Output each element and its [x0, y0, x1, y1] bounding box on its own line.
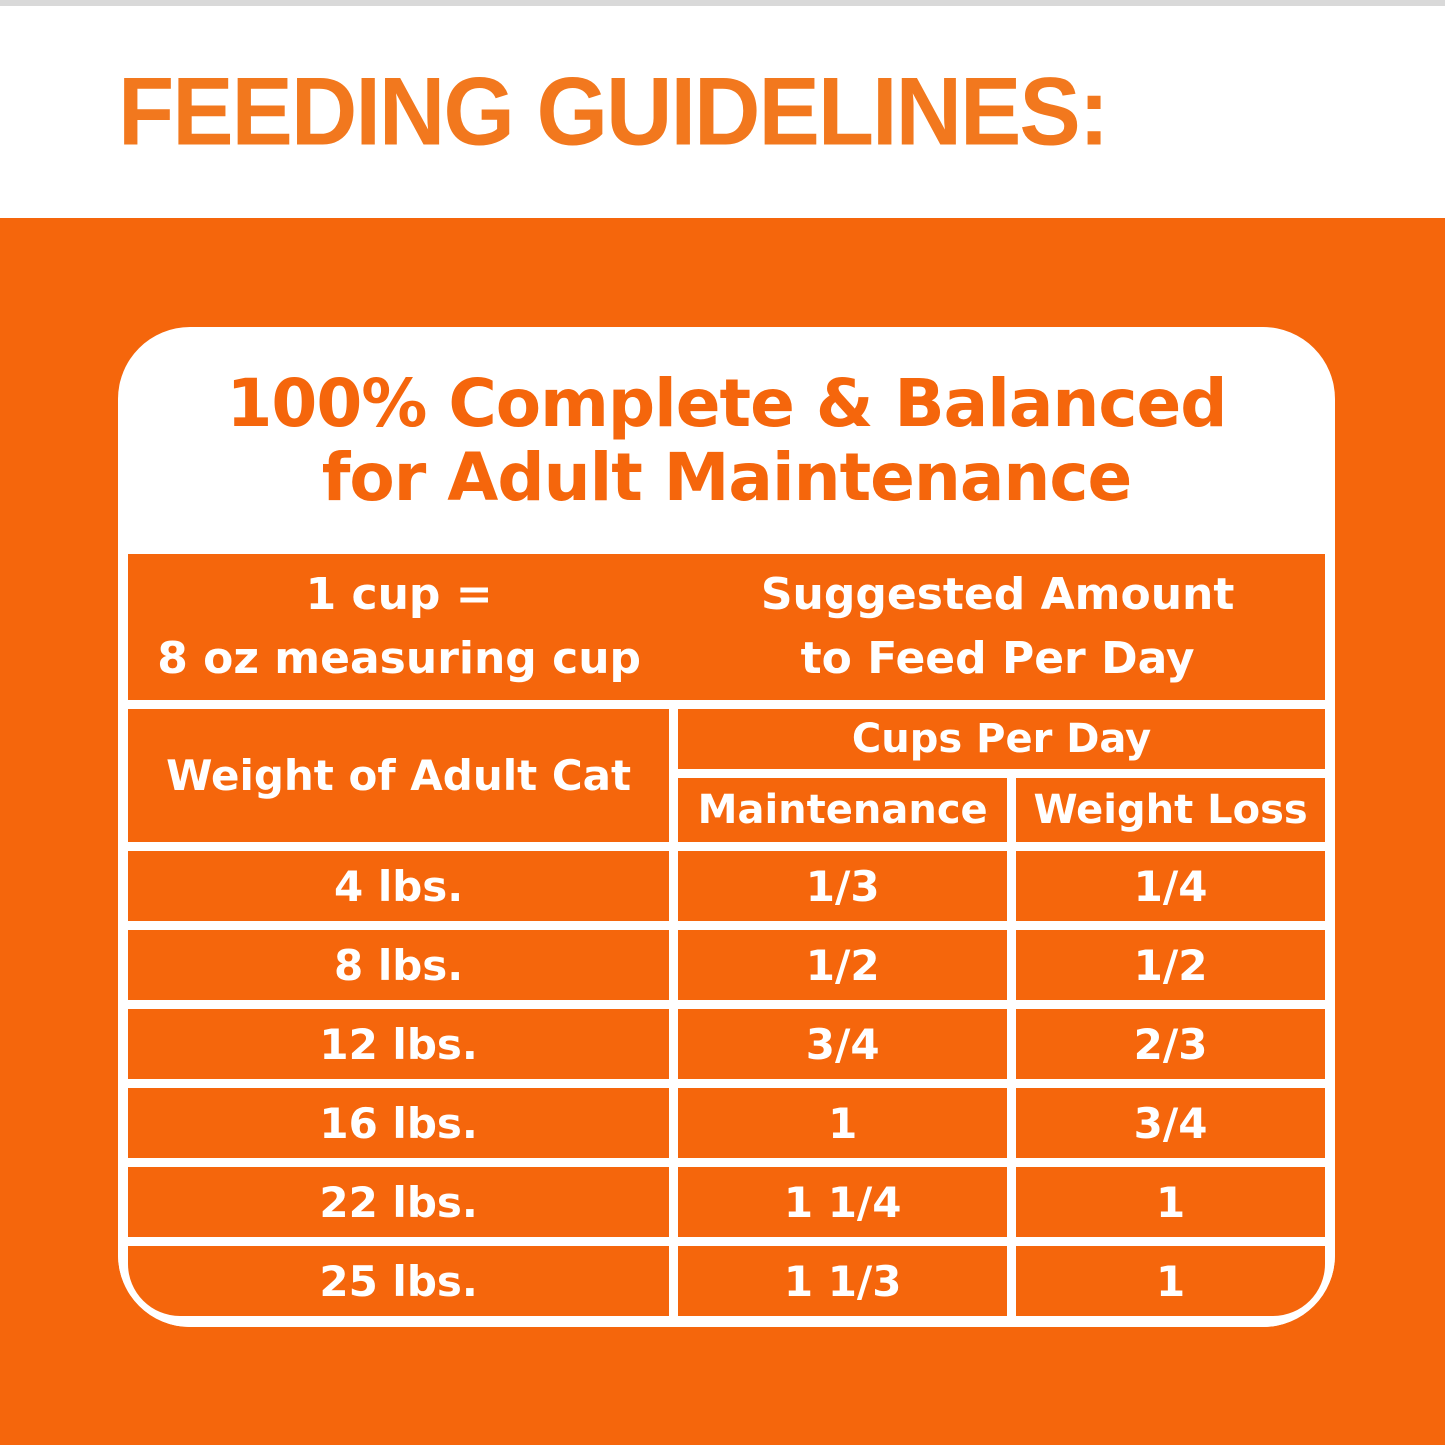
table-cell-maintenance: 1 1/4	[678, 1167, 1008, 1237]
suggested-amount-note: Suggested Amount to Feed Per Day	[670, 563, 1325, 691]
orange-background: 100% Complete & Balanced for Adult Maint…	[0, 218, 1445, 1445]
guidelines-card: 100% Complete & Balanced for Adult Maint…	[118, 327, 1335, 1327]
column-header-maintenance: Maintenance	[678, 778, 1008, 842]
table-cell-maintenance: 1	[678, 1088, 1008, 1158]
table-cell-weight: 8 lbs.	[128, 930, 670, 1000]
table-cell-maintenance: 1/3	[678, 851, 1008, 921]
table-info-row: 1 cup = 8 oz measuring cup Suggested Amo…	[128, 554, 1325, 700]
table-cell-weight: 16 lbs.	[128, 1088, 670, 1158]
page-header: FEEDING GUIDELINES:	[0, 6, 1445, 218]
table-cell-maintenance: 1 1/3	[678, 1246, 1008, 1316]
table-cell-weight: 4 lbs.	[128, 851, 670, 921]
table-cell-maintenance: 1/2	[678, 930, 1008, 1000]
cup-note-line1: 1 cup =	[305, 569, 493, 621]
table-cell-weight-loss: 3/4	[1016, 1088, 1325, 1158]
table-cell-maintenance: 3/4	[678, 1009, 1008, 1079]
top-edge-line	[0, 0, 1445, 6]
table-cell-weight-loss: 1/2	[1016, 930, 1325, 1000]
suggested-line1: Suggested Amount	[760, 569, 1235, 621]
column-header-weight-loss: Weight Loss	[1016, 778, 1325, 842]
table-cell-weight-loss: 1/4	[1016, 851, 1325, 921]
table-cell-weight-loss: 2/3	[1016, 1009, 1325, 1079]
table-cell-weight: 22 lbs.	[128, 1167, 670, 1237]
card-title-line2: for Adult Maintenance	[321, 439, 1133, 516]
column-header-weight: Weight of Adult Cat	[128, 709, 670, 842]
card-title: 100% Complete & Balanced for Adult Maint…	[118, 327, 1335, 545]
table-cell-weight-loss: 1	[1016, 1167, 1325, 1237]
table-cell-weight: 12 lbs.	[128, 1009, 670, 1079]
feeding-table: 1 cup = 8 oz measuring cup Suggested Amo…	[118, 545, 1335, 1327]
cup-note-line2: 8 oz measuring cup	[157, 633, 642, 684]
table-cell-weight: 25 lbs.	[128, 1246, 670, 1316]
card-title-line1: 100% Complete & Balanced	[226, 365, 1228, 443]
page-title: FEEDING GUIDELINES:	[118, 57, 1109, 166]
suggested-line2: to Feed Per Day	[800, 633, 1195, 684]
column-header-cups-per-day: Cups Per Day	[678, 709, 1325, 769]
cup-note: 1 cup = 8 oz measuring cup	[128, 563, 670, 691]
table-cell-weight-loss: 1	[1016, 1246, 1325, 1316]
